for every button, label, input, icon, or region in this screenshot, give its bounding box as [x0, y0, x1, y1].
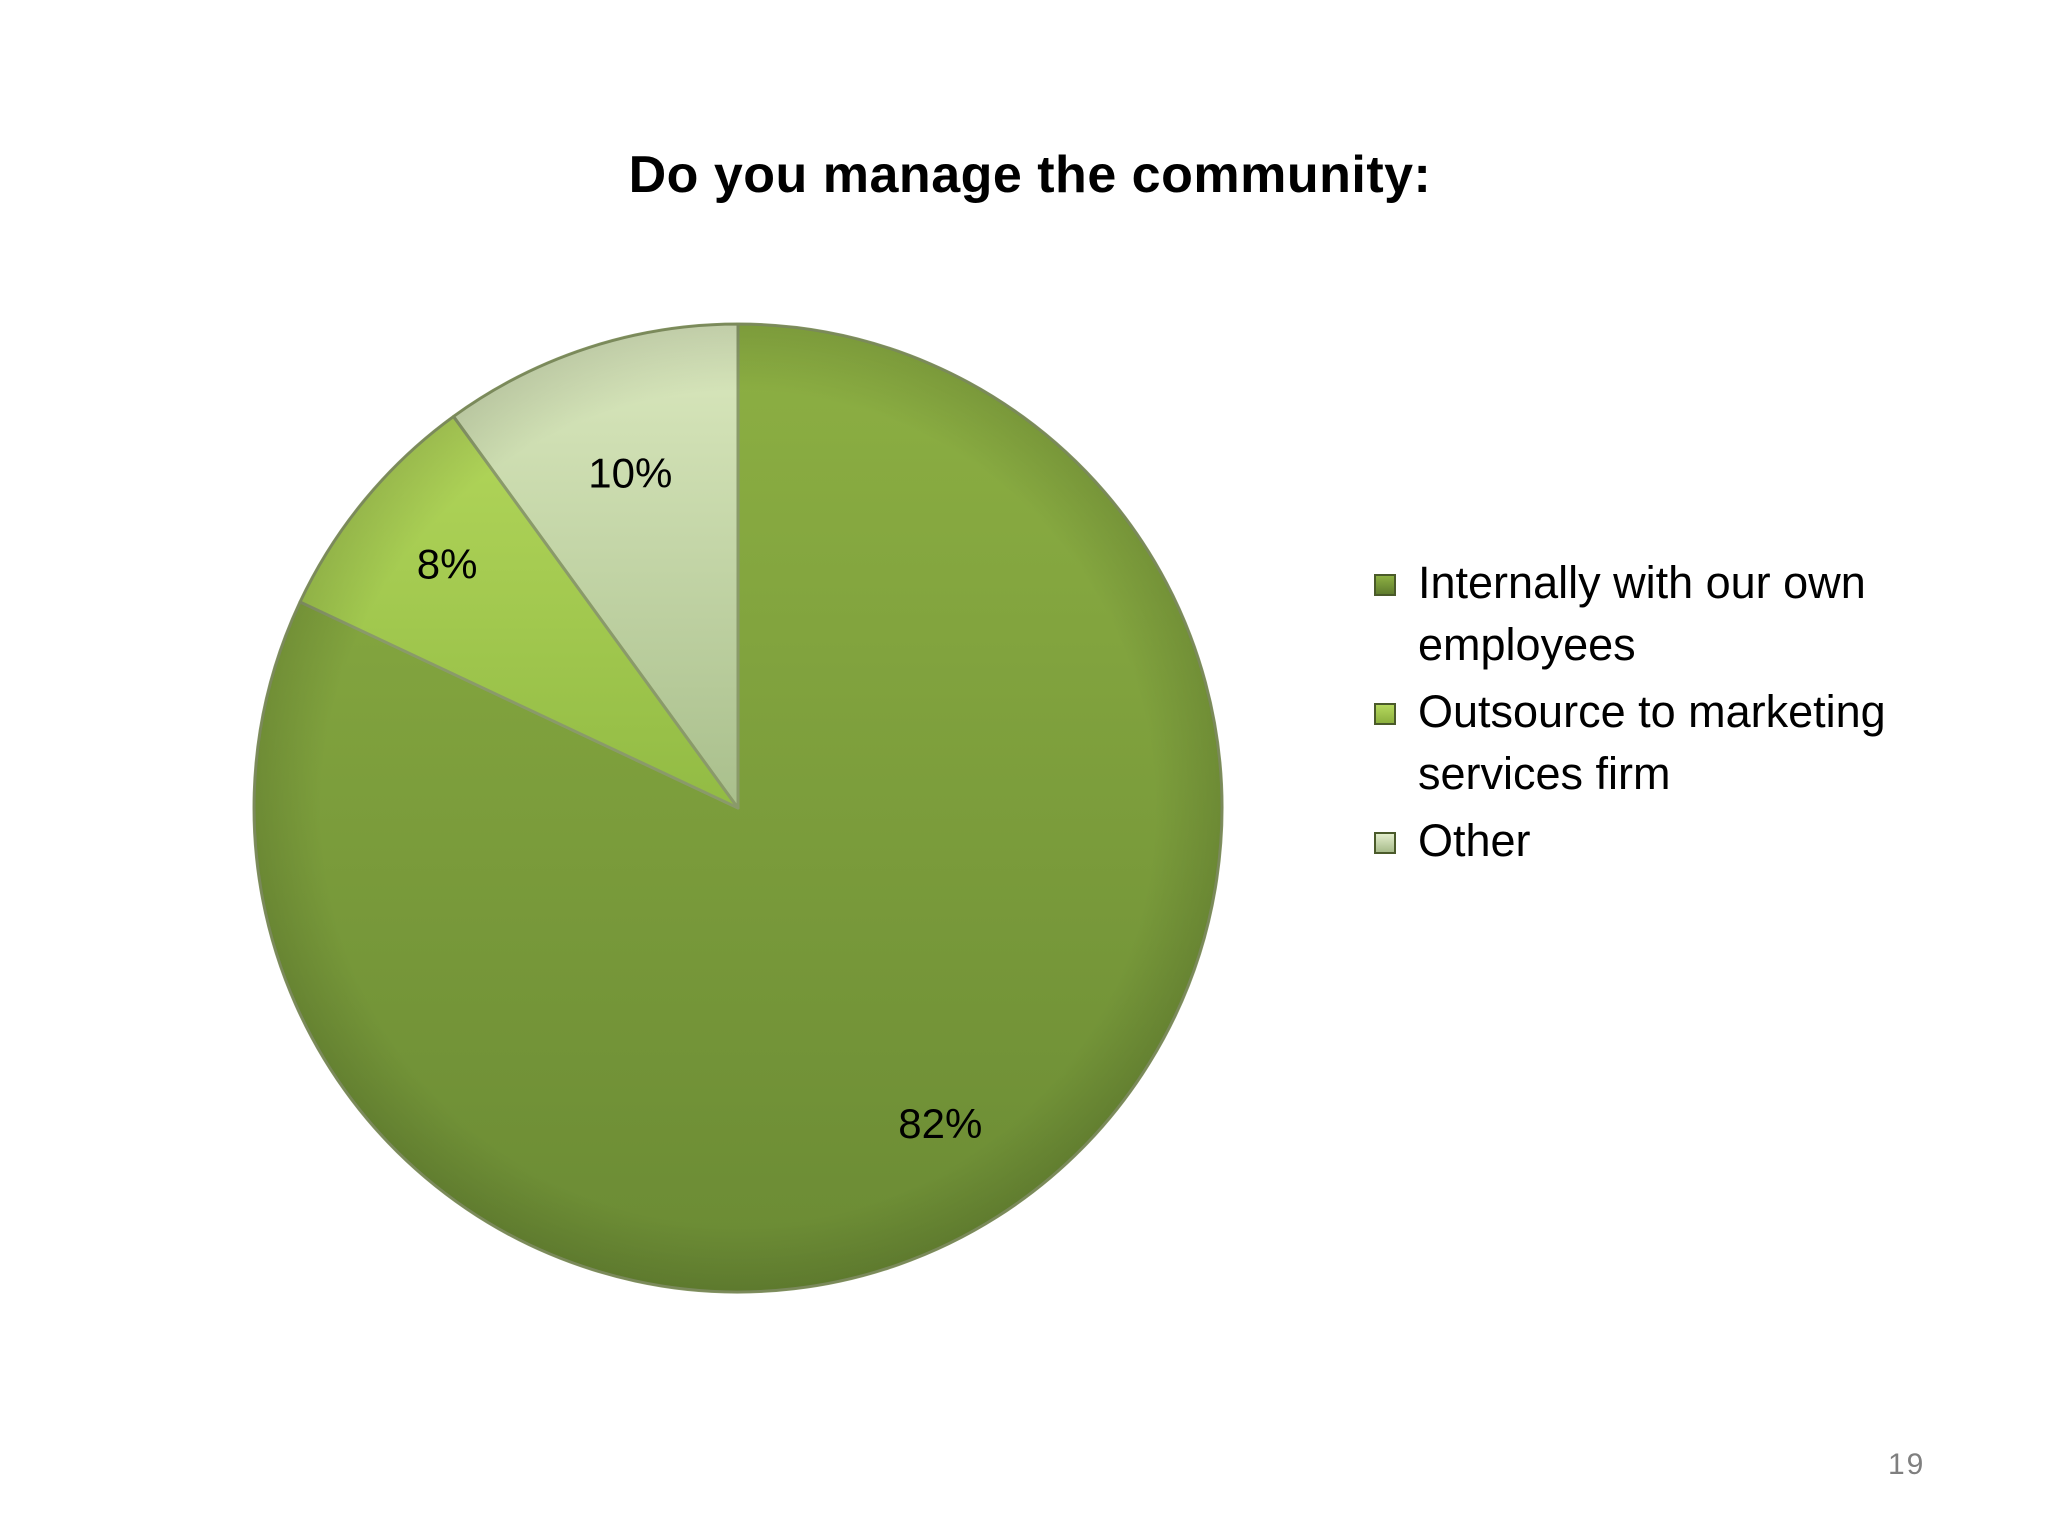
data-label-other: 10%: [588, 450, 672, 497]
legend-swatch: [1374, 703, 1396, 725]
legend-swatch: [1374, 832, 1396, 854]
legend-swatch: [1374, 574, 1396, 596]
legend-label: Outsource to marketing services firm: [1418, 686, 1886, 799]
pie-slices: [252, 322, 1224, 1294]
legend-item-other: Other: [1374, 810, 1934, 872]
data-label-outsource: 8%: [417, 540, 478, 587]
page-number: 19: [1888, 1448, 1926, 1481]
legend: Internally with our own employees Outsour…: [1374, 552, 1934, 877]
pie-data-labels: 82% 8% 10%: [417, 450, 983, 1147]
data-label-internally: 82%: [898, 1100, 982, 1147]
legend-item-internally: Internally with our own employees: [1374, 552, 1934, 676]
legend-label: Internally with our own employees: [1418, 557, 1866, 670]
chart-title: Do you manage the community:: [628, 146, 1432, 204]
legend-label: Other: [1418, 815, 1531, 866]
legend-item-outsource: Outsource to marketing services firm: [1374, 681, 1934, 805]
